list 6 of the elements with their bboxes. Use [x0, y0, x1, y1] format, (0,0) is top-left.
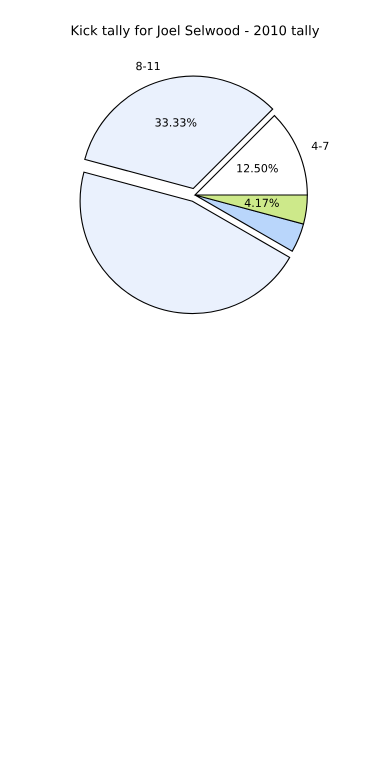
slice-label: 4-7	[312, 142, 328, 150]
data-label: 4.17%	[244, 198, 279, 208]
data-label: 33.33%	[155, 118, 196, 127]
data-label: 12.50%	[237, 164, 278, 172]
chart-title: Kick tally for Joel Selwood - 2010 tally	[72, 25, 320, 38]
slice-label: 8-11	[136, 62, 160, 70]
